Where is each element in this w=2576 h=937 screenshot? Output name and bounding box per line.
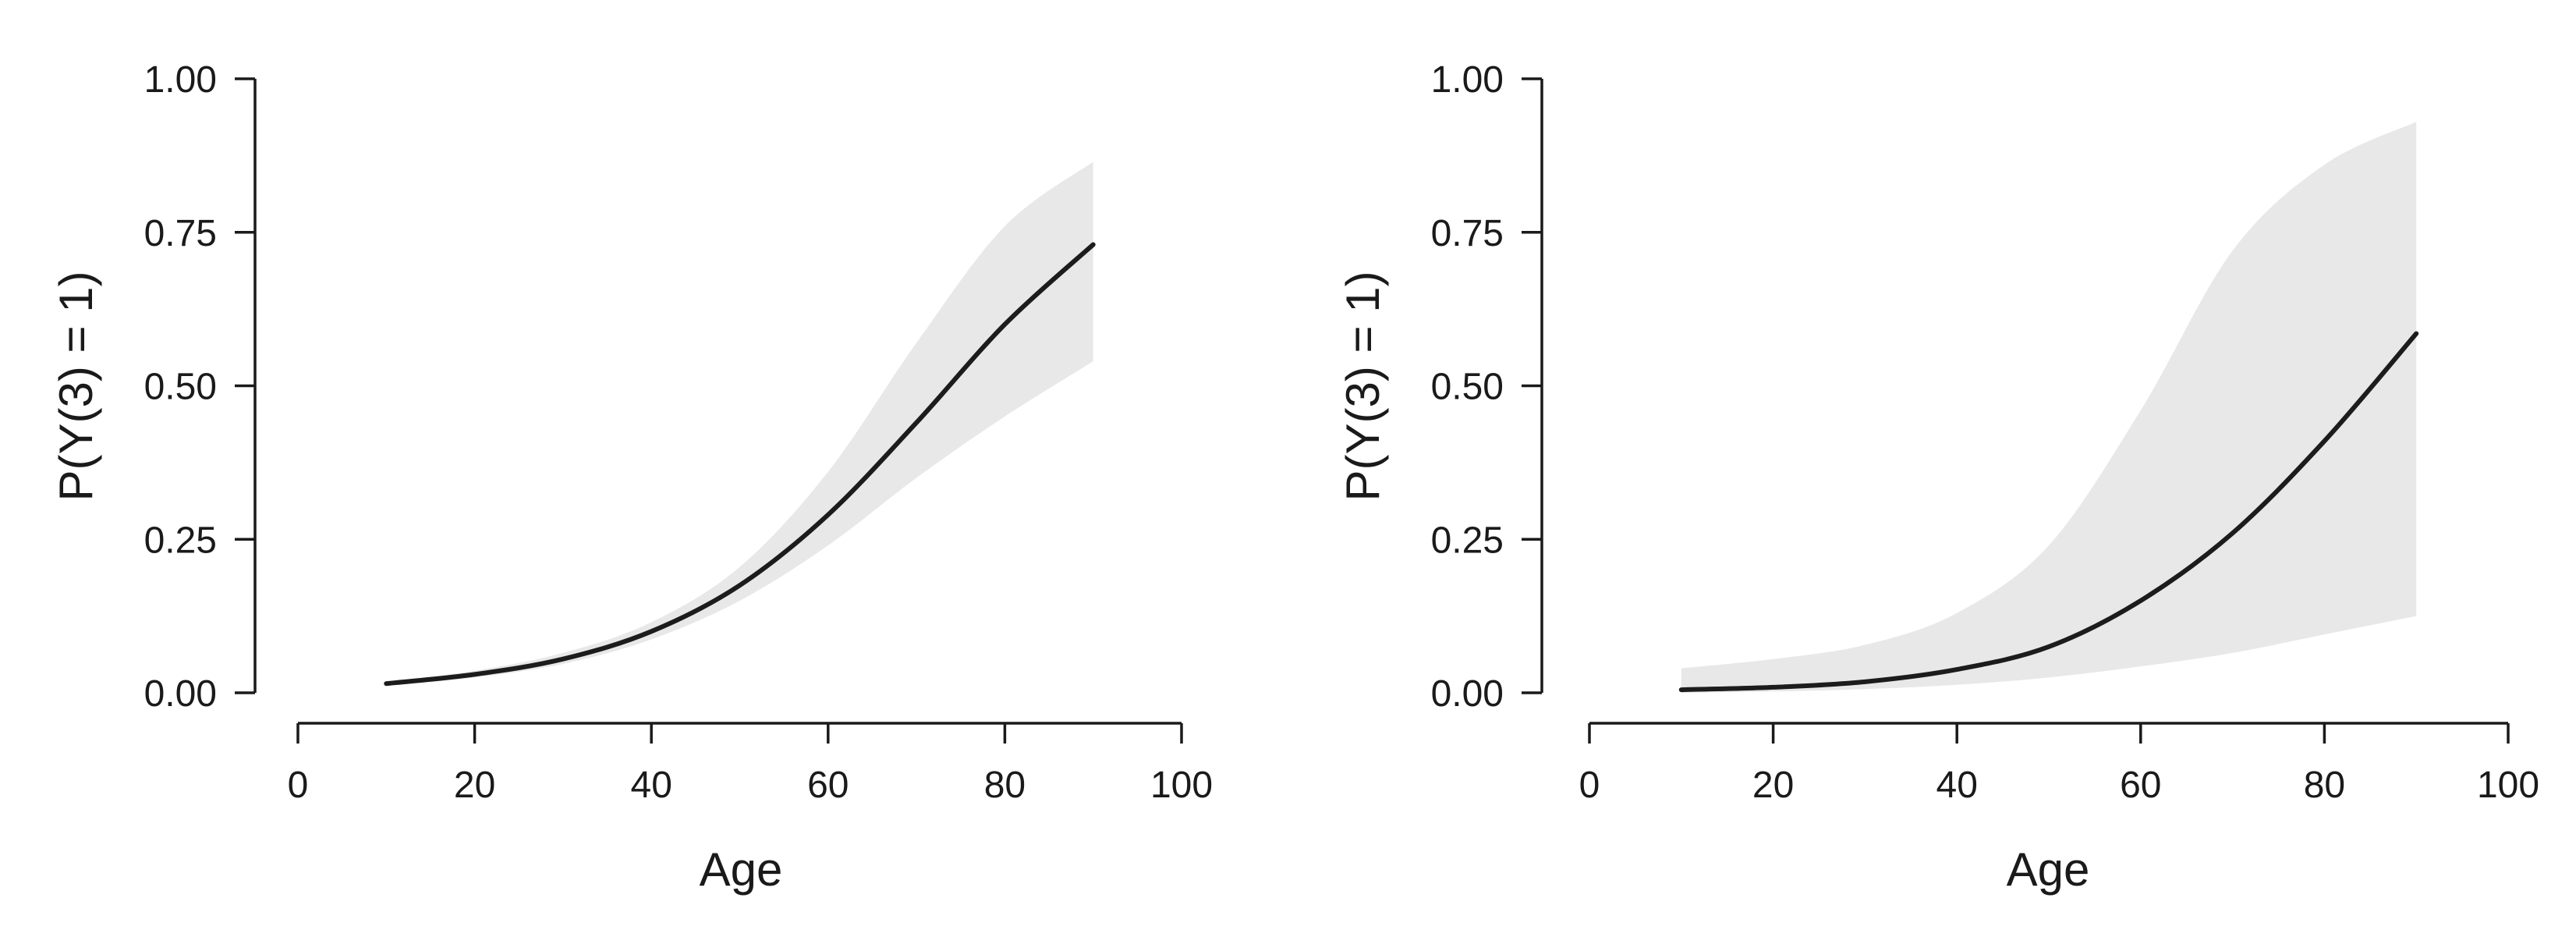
x-tick-label: 0 — [1579, 765, 1600, 806]
y-tick-label: 0.50 — [1431, 367, 1504, 408]
x-tick-label: 100 — [1150, 765, 1213, 806]
x-tick-label: 80 — [2304, 765, 2345, 806]
chart-panel-right: P(Y(3) = 1) Age 0.00 0.25 0.50 0.75 1.00 0 20 4… — [1337, 59, 2539, 896]
x-tick-label: 60 — [807, 765, 849, 806]
x-axis-title: Age — [2007, 843, 2090, 896]
y-axis-title: P(Y(3) = 1) — [1337, 271, 1389, 501]
confidence-band — [386, 161, 1093, 686]
chart-panel-left: P(Y(3) = 1) Age 0.00 0.25 0.50 0.75 1.00 0 20 4… — [50, 59, 1213, 896]
y-tick-label: 1.00 — [144, 59, 217, 101]
confidence-band — [1681, 122, 2417, 694]
x-tick-label: 100 — [2477, 765, 2539, 806]
series-line — [1678, 331, 2419, 693]
y-tick-label: 0.00 — [144, 673, 217, 715]
y-tick-label: 0.25 — [144, 520, 217, 561]
x-tick-label: 40 — [1936, 765, 1978, 806]
y-tick-label: 0.75 — [144, 213, 217, 254]
y-tick-label: 0.00 — [1431, 673, 1504, 715]
y-tick-label: 1.00 — [1431, 59, 1504, 101]
y-tick-label: 0.25 — [1431, 520, 1504, 561]
x-tick-label: 80 — [984, 765, 1026, 806]
x-tick-label: 20 — [454, 765, 495, 806]
y-axis-title: P(Y(3) = 1) — [50, 271, 102, 501]
x-tick-label: 0 — [288, 765, 309, 806]
x-tick-label: 20 — [1752, 765, 1794, 806]
x-axis-title: Age — [700, 843, 783, 896]
y-tick-label: 0.50 — [144, 367, 217, 408]
y-tick-label: 0.75 — [1431, 213, 1504, 254]
series-line — [384, 242, 1096, 687]
x-tick-label: 40 — [631, 765, 672, 806]
x-tick-label: 60 — [2120, 765, 2161, 806]
